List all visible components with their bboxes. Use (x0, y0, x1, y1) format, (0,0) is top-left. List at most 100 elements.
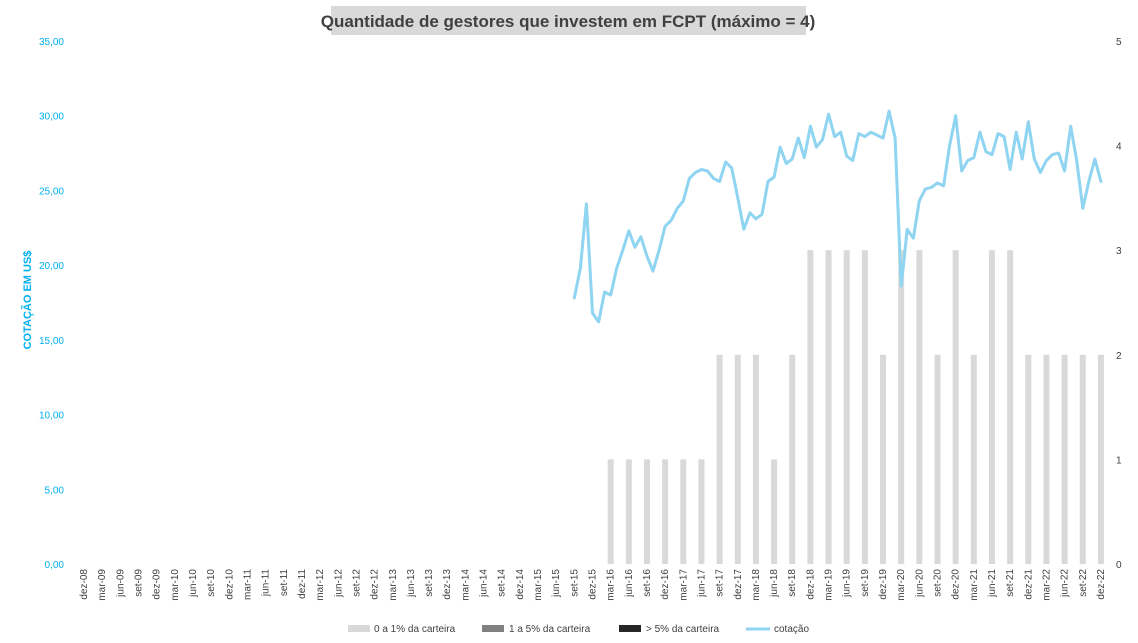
x-tick-label: mar-10 (170, 569, 181, 601)
bar-0 (1025, 354, 1032, 564)
y-left-tick-label: 25,00 (39, 186, 64, 197)
legend-swatch-5-plus (619, 625, 641, 632)
y-right-tick-label: 0 (1116, 560, 1122, 571)
x-tick-label: jun-20 (914, 569, 925, 598)
x-tick-label: dez-20 (951, 569, 962, 600)
bar-0 (952, 250, 959, 564)
y-left-tick-label: 20,00 (39, 261, 64, 272)
legend-label-cotacao: cotação (774, 624, 809, 635)
x-tick-label: mar-19 (824, 569, 835, 601)
x-tick-label: set-18 (787, 569, 798, 597)
x-tick-label: mar-20 (896, 569, 907, 601)
legend-label-0-1: 0 a 1% da carteira (374, 624, 456, 635)
bar-0 (988, 250, 995, 564)
x-tick-label: mar-12 (315, 569, 326, 601)
x-tick-label: mar-14 (460, 569, 471, 601)
x-tick-label: dez-19 (878, 569, 889, 600)
x-tick-label: set-17 (715, 569, 726, 597)
x-tick-label: jun-11 (261, 569, 272, 597)
x-tick-label: dez-13 (442, 569, 453, 600)
bar-0 (662, 459, 669, 564)
x-tick-label: set-12 (351, 569, 362, 597)
x-tick-label: mar-11 (243, 569, 254, 600)
x-tick-label: set-19 (860, 569, 871, 597)
legend-label-1-5: 1 a 5% da carteira (509, 624, 591, 635)
x-tick-label: dez-22 (1096, 569, 1107, 600)
y-left-tick-label: 5,00 (45, 485, 65, 496)
bar-0 (1043, 354, 1050, 564)
legend-swatch-1-5 (482, 625, 504, 632)
x-tick-label: jun-18 (769, 569, 780, 598)
x-tick-label: jun-09 (115, 569, 126, 598)
bar-0 (716, 354, 723, 564)
x-tick-label: mar-15 (533, 569, 544, 601)
x-tick-label: mar-13 (388, 569, 399, 601)
x-tick-label: dez-16 (660, 569, 671, 600)
y-left-tick-label: 0,00 (45, 560, 65, 571)
bar-0 (734, 354, 741, 564)
x-tick-label: set-09 (134, 569, 145, 597)
bar-0 (680, 459, 687, 564)
y-right-tick-label: 3 (1116, 246, 1122, 257)
y-axis-left: 0,00 5,00 10,00 15,00 20,00 25,00 30,00 35,00 (39, 37, 64, 571)
cotacao-line (572, 109, 1103, 324)
bar-0 (898, 250, 905, 564)
x-tick-label: jun-19 (842, 569, 853, 598)
x-tick-label: dez-09 (152, 569, 163, 600)
x-tick-label: set-10 (206, 569, 217, 597)
x-tick-label: jun-16 (624, 569, 635, 598)
x-tick-label: dez-14 (515, 569, 526, 600)
x-tick-label: dez-18 (805, 569, 816, 600)
bar-0 (1079, 354, 1086, 564)
bar-0 (625, 459, 632, 564)
x-axis: dez-08 mar-09 jun-09 set-09 dez-09 mar-10 jun-… (79, 569, 1107, 601)
bar-0 (807, 250, 814, 564)
y-axis-left-label: COTAÇÃO EM US$ (21, 251, 34, 350)
x-tick-label: set-15 (569, 569, 580, 597)
x-tick-label: dez-17 (733, 569, 744, 600)
x-tick-label: dez-21 (1023, 569, 1034, 600)
x-tick-label: jun-15 (551, 569, 562, 598)
x-tick-label: jun-17 (696, 569, 707, 598)
legend-label-5-plus: > 5% da carteira (646, 624, 720, 635)
y-right-tick-label: 4 (1116, 142, 1122, 153)
bar-0 (698, 459, 705, 564)
bar-0 (880, 354, 887, 564)
bar-0 (916, 250, 923, 564)
legend-swatch-0-1 (348, 625, 370, 632)
bar-0 (789, 354, 796, 564)
x-tick-label: jun-13 (406, 569, 417, 598)
x-tick-label: dez-11 (297, 569, 308, 599)
x-tick-label: jun-10 (188, 569, 199, 598)
y-right-tick-label: 2 (1116, 351, 1122, 362)
x-tick-label: mar-09 (97, 569, 108, 601)
line-layer (572, 109, 1103, 324)
x-tick-label: jun-21 (987, 569, 998, 598)
bar-0 (843, 250, 850, 564)
legend: 0 a 1% da carteira 1 a 5% da carteira > … (348, 624, 809, 635)
x-tick-label: set-14 (497, 569, 508, 597)
x-tick-label: set-22 (1078, 569, 1089, 597)
x-tick-label: mar-21 (969, 569, 980, 601)
x-tick-label: set-11 (279, 569, 290, 596)
bar-0 (752, 354, 759, 564)
bar-0 (607, 459, 614, 564)
y-axis-right: 0 1 2 3 4 5 (1116, 37, 1122, 571)
y-left-tick-label: 35,00 (39, 37, 64, 48)
bar-0 (1061, 354, 1068, 564)
x-tick-label: set-20 (933, 569, 944, 597)
y-left-tick-label: 15,00 (39, 336, 64, 347)
x-tick-label: mar-18 (751, 569, 762, 601)
y-left-tick-label: 10,00 (39, 411, 64, 422)
y-right-tick-label: 1 (1116, 455, 1122, 466)
x-tick-label: set-21 (1005, 569, 1016, 597)
bar-0 (643, 459, 650, 564)
bar-0 (1007, 250, 1014, 564)
x-tick-label: set-13 (424, 569, 435, 597)
x-tick-label: dez-15 (588, 569, 599, 600)
x-tick-label: mar-16 (606, 569, 617, 601)
x-tick-label: set-16 (642, 569, 653, 597)
bar-0 (771, 459, 778, 564)
x-tick-label: jun-14 (479, 569, 490, 598)
